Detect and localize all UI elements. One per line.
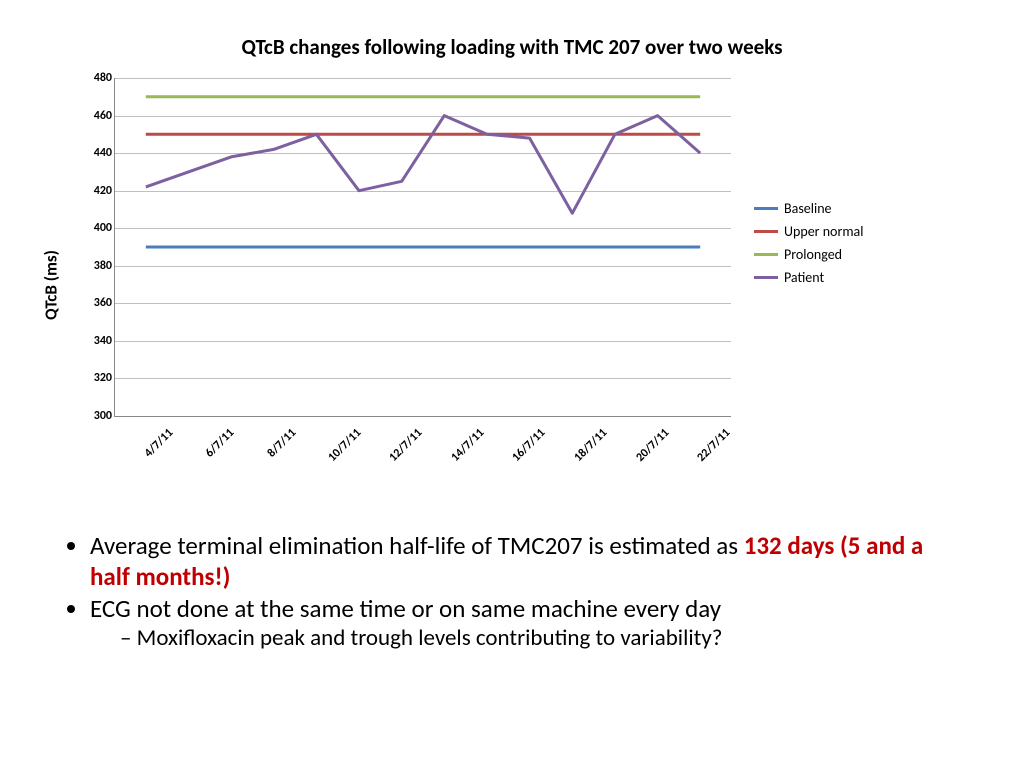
y-tick-label: 440 bbox=[86, 146, 112, 160]
y-tick-label: 300 bbox=[86, 409, 112, 423]
x-tick-label: 14/7/11 bbox=[448, 426, 487, 465]
legend-swatch bbox=[754, 253, 778, 256]
legend-item: Prolonged bbox=[754, 246, 863, 263]
x-tick-label: 16/7/11 bbox=[510, 426, 549, 465]
slide-root: QTcB changes following loading with TMC … bbox=[0, 0, 1024, 768]
series-line bbox=[146, 116, 700, 214]
y-tick-label: 340 bbox=[86, 334, 112, 348]
bullet-list: Average terminal elimination half-life o… bbox=[54, 530, 954, 653]
y-tick-label: 420 bbox=[86, 184, 112, 198]
y-tick-label: 460 bbox=[86, 109, 112, 123]
bullet-subitem: Moxifloxacin peak and trough levels cont… bbox=[120, 624, 954, 653]
plot-region bbox=[114, 78, 731, 417]
legend-label: Upper normal bbox=[784, 223, 863, 240]
x-tick-label: 18/7/11 bbox=[572, 426, 611, 465]
legend-label: Prolonged bbox=[784, 246, 842, 263]
legend-item: Upper normal bbox=[754, 223, 863, 240]
legend-swatch bbox=[754, 207, 778, 210]
legend-item: Patient bbox=[754, 269, 863, 286]
x-tick-label: 10/7/11 bbox=[325, 426, 364, 465]
y-tick-label: 320 bbox=[86, 371, 112, 385]
y-tick-label: 360 bbox=[86, 296, 112, 310]
y-axis-label: QTcB (ms) bbox=[40, 250, 61, 320]
legend-swatch bbox=[754, 230, 778, 233]
legend-label: Patient bbox=[784, 269, 824, 286]
legend: Baseline Upper normal Prolonged Patient bbox=[754, 200, 863, 292]
y-tick-label: 400 bbox=[86, 221, 112, 235]
chart-lines bbox=[115, 78, 731, 416]
x-tick-label: 22/7/11 bbox=[695, 426, 734, 465]
legend-label: Baseline bbox=[784, 200, 832, 217]
bullet-text: Average terminal elimination half-life o… bbox=[90, 530, 744, 561]
legend-swatch bbox=[754, 276, 778, 279]
x-tick-label: 20/7/11 bbox=[633, 426, 672, 465]
y-tick-label: 380 bbox=[86, 259, 112, 273]
x-tick-label: 8/7/11 bbox=[265, 426, 299, 460]
bullet-text: ECG not done at the same time or on same… bbox=[90, 593, 721, 624]
chart-title: QTcB changes following loading with TMC … bbox=[0, 34, 1024, 60]
bullet-item: ECG not done at the same time or on same… bbox=[90, 593, 954, 653]
x-tick-label: 12/7/11 bbox=[387, 426, 426, 465]
bullet-item: Average terminal elimination half-life o… bbox=[90, 530, 954, 593]
x-tick-label: 4/7/11 bbox=[142, 426, 176, 460]
legend-item: Baseline bbox=[754, 200, 863, 217]
y-tick-label: 480 bbox=[86, 71, 112, 85]
chart-area: QTcB (ms) 300320340360380400420440460480… bbox=[60, 70, 940, 500]
x-tick-label: 6/7/11 bbox=[203, 426, 237, 460]
